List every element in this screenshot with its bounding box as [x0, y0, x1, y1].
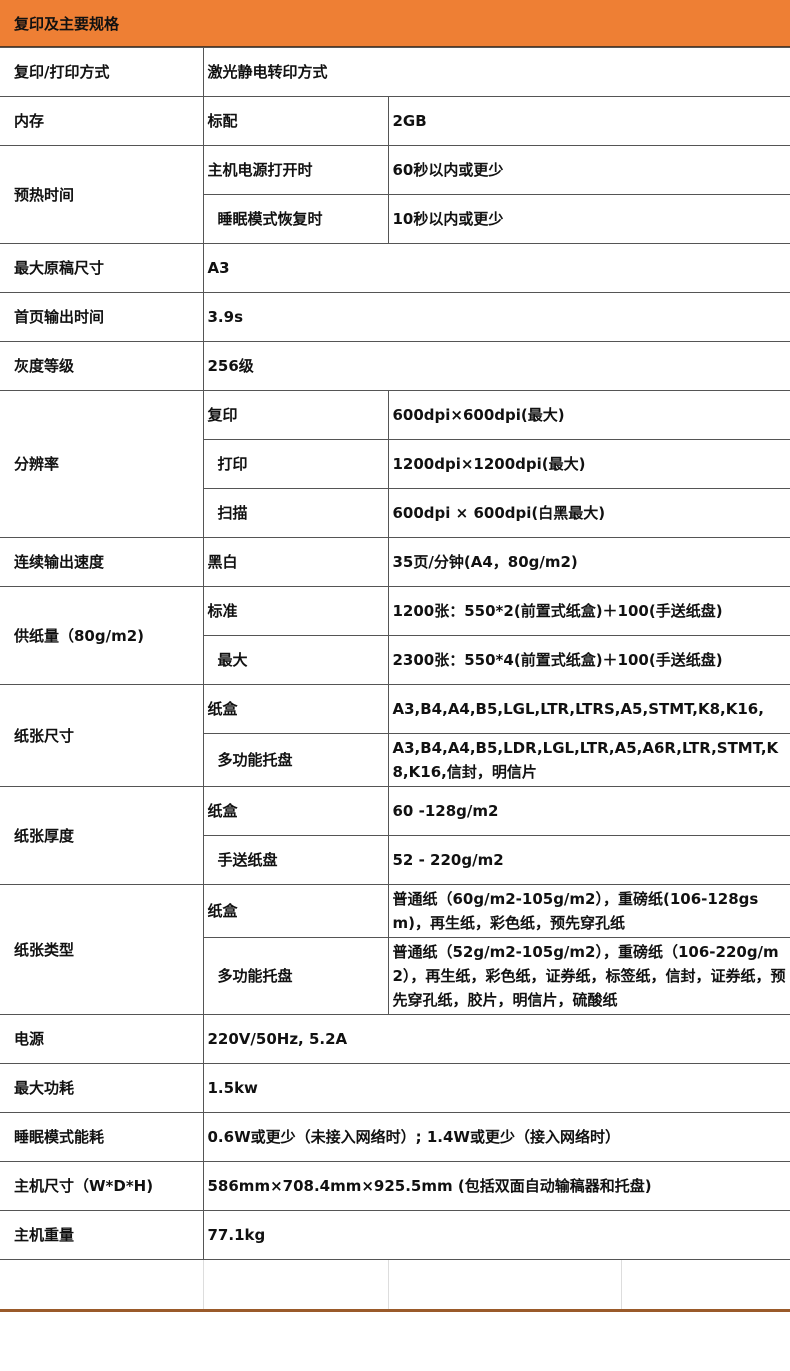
spec-value: 10秒以内或更少: [387, 194, 790, 244]
spec-label: 纸张尺寸: [0, 684, 204, 787]
table-row: 最大 2300张：550*4(前置式纸盒)＋100(手送纸盘): [0, 635, 790, 685]
spec-subcategory: 标准: [202, 586, 389, 636]
table-row: 最大功耗 1.5kw: [0, 1063, 790, 1113]
spec-label: 连续输出速度: [0, 537, 204, 587]
table-row: 睡眠模式恢复时 10秒以内或更少: [0, 194, 790, 244]
spec-value: 2300张：550*4(前置式纸盒)＋100(手送纸盘): [387, 635, 790, 685]
table-row: 手送纸盘 52 - 220g/m2: [0, 835, 790, 885]
spec-label: 睡眠模式能耗: [0, 1112, 204, 1162]
table-row: 纸张类型 纸盒 普通纸（60g/m2-105g/m2），重磅纸(106-128gsm…: [0, 884, 790, 1015]
table-row: 内存 标配 2GB: [0, 96, 790, 146]
spec-subcategory: 复印: [202, 390, 389, 440]
spec-value: 0.6W或更少（未接入网络时）; 1.4W或更少（接入网络时）: [202, 1112, 790, 1162]
spec-subcategory: 打印: [203, 439, 389, 489]
spec-label: 预热时间: [0, 145, 204, 244]
empty-row: [0, 1259, 790, 1312]
spec-subcategory: 纸盒: [202, 684, 389, 734]
spec-value: 1200dpi×1200dpi(最大): [387, 439, 790, 489]
spec-value: 77.1kg: [202, 1210, 790, 1260]
spec-subcategory: 标配: [202, 96, 389, 146]
spec-label: 分辨率: [0, 390, 204, 538]
table-row: 灰度等级 256级: [0, 341, 790, 391]
spec-subcategory: 手送纸盘: [203, 835, 389, 885]
spec-subcategory: 主机电源打开时: [202, 145, 389, 195]
table-row: 预热时间 主机电源打开时 60秒以内或更少: [0, 145, 790, 244]
spec-value: A3: [202, 243, 790, 293]
spec-value: 220V/50Hz, 5.2A: [202, 1014, 790, 1064]
spec-value: 3.9s: [202, 292, 790, 342]
section-title: 复印及主要规格: [14, 14, 120, 33]
spec-label: 复印/打印方式: [0, 47, 204, 97]
spec-value: 35页/分钟(A4，80g/m2): [387, 537, 790, 587]
spec-value: 60秒以内或更少: [387, 145, 790, 195]
section-header: 复印及主要规格: [0, 0, 790, 47]
table-row: 供纸量（80g/m2) 标准 1200张：550*2(前置式纸盒)＋100(手送纸盘…: [0, 586, 790, 685]
empty-cell: [202, 1259, 388, 1312]
spec-label: 灰度等级: [0, 341, 204, 391]
table-row: 复印/打印方式 激光静电转印方式: [0, 47, 790, 97]
table-row: 首页输出时间 3.9s: [0, 292, 790, 342]
spec-value: 普通纸（52g/m2-105g/m2），重磅纸（106-220g/m2），再生纸…: [387, 937, 790, 1015]
spec-label: 内存: [0, 96, 204, 146]
spec-subcategory: 多功能托盘: [203, 937, 389, 1015]
spec-label: 主机重量: [0, 1210, 204, 1260]
spec-subcategory: 纸盒: [202, 786, 389, 836]
spec-value: 60 -128g/m2: [387, 786, 790, 836]
empty-cell: [0, 1259, 203, 1312]
spec-value: 52 - 220g/m2: [387, 835, 790, 885]
spec-subcategory: 睡眠模式恢复时: [203, 194, 389, 244]
spec-label: 供纸量（80g/m2): [0, 586, 204, 685]
spec-value: 256级: [202, 341, 790, 391]
spec-subcategory: 黑白: [202, 537, 389, 587]
table-row: 睡眠模式能耗 0.6W或更少（未接入网络时）; 1.4W或更少（接入网络时）: [0, 1112, 790, 1162]
spec-label: 首页输出时间: [0, 292, 204, 342]
table-row: 主机重量 77.1kg: [0, 1210, 790, 1260]
spec-value: 1.5kw: [202, 1063, 790, 1113]
spec-value: 普通纸（60g/m2-105g/m2），重磅纸(106-128gsm)，再生纸，…: [387, 884, 790, 938]
spec-value: 1200张：550*2(前置式纸盒)＋100(手送纸盘): [387, 586, 790, 636]
empty-cell: [387, 1259, 790, 1312]
spec-subcategory: 扫描: [203, 488, 389, 538]
spec-label: 纸张厚度: [0, 786, 204, 885]
spec-label: 最大功耗: [0, 1063, 204, 1113]
table-row: 最大原稿尺寸 A3: [0, 243, 790, 293]
table-row: 分辨率 复印 600dpi×600dpi(最大): [0, 390, 790, 538]
spec-label: 电源: [0, 1014, 204, 1064]
spec-subcategory: 纸盒: [202, 884, 389, 938]
table-row: 电源 220V/50Hz, 5.2A: [0, 1014, 790, 1064]
spec-value: 2GB: [387, 96, 790, 146]
table-row: 纸张尺寸 纸盒 A3,B4,A4,B5,LGL,LTR,LTRS,A5,STMT,K…: [0, 684, 790, 787]
spec-label: 最大原稿尺寸: [0, 243, 204, 293]
spec-table: 复印/打印方式 激光静电转印方式 内存 标配 2GB 预热时间 主机电源打开时 60秒以内或更…: [0, 47, 790, 1312]
spec-label: 主机尺寸（W*D*H): [0, 1161, 204, 1211]
table-row: 多功能托盘 普通纸（52g/m2-105g/m2），重磅纸（106-220g/m2…: [0, 937, 790, 1015]
table-row: 多功能托盘 A3,B4,A4,B5,LDR,LGL,LTR,A5,A6R,LTR,…: [0, 733, 790, 787]
table-row: 主机尺寸（W*D*H) 586mm×708.4mm×925.5mm (包括双面自动…: [0, 1161, 790, 1211]
spec-subcategory: 最大: [203, 635, 389, 685]
spec-value: A3,B4,A4,B5,LGL,LTR,LTRS,A5,STMT,K8,K16,: [387, 684, 790, 734]
spec-value: 586mm×708.4mm×925.5mm (包括双面自动输稿器和托盘): [202, 1161, 790, 1211]
spec-value: 600dpi×600dpi(最大): [387, 390, 790, 440]
spec-value: 激光静电转印方式: [202, 47, 790, 97]
table-row: 纸张厚度 纸盒 60 -128g/m2: [0, 786, 790, 885]
spec-label: 纸张类型: [0, 884, 204, 1015]
spec-value: 600dpi × 600dpi(白黑最大): [387, 488, 790, 538]
spec-value: A3,B4,A4,B5,LDR,LGL,LTR,A5,A6R,LTR,STMT,…: [387, 733, 790, 787]
spec-subcategory: 多功能托盘: [203, 733, 389, 787]
table-row: 连续输出速度 黑白 35页/分钟(A4，80g/m2): [0, 537, 790, 587]
